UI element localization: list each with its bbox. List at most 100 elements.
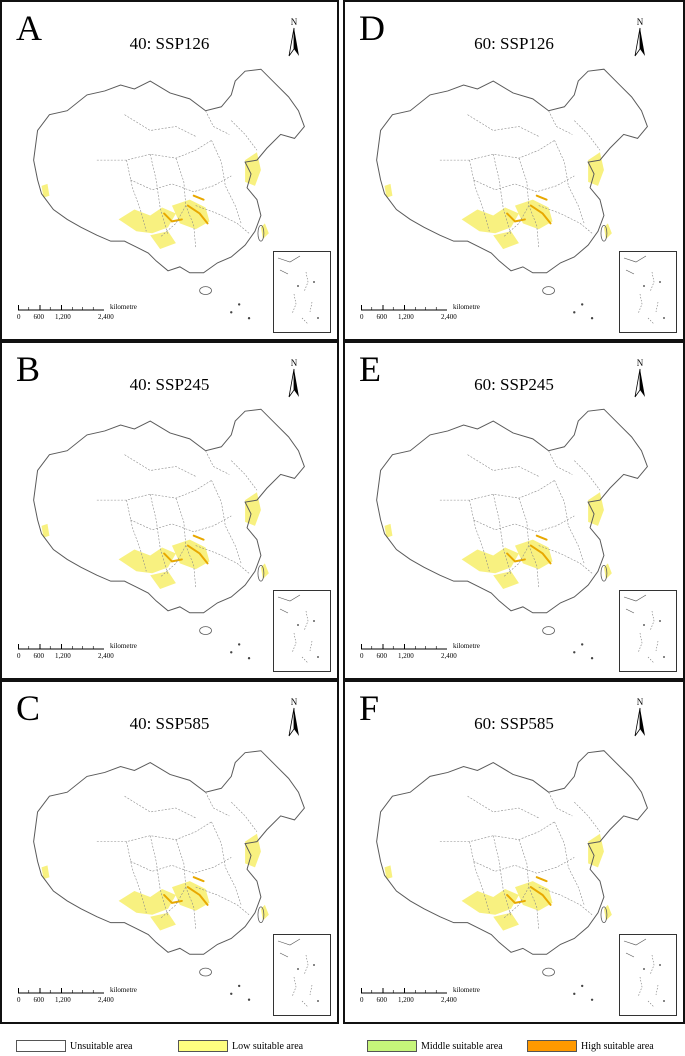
china-outline <box>376 68 648 274</box>
scale-bar: 0 600 1,200 2,400 kilometre <box>360 642 501 664</box>
island-dot <box>590 317 594 320</box>
taiwan-island <box>257 906 265 924</box>
province-boundary <box>574 801 601 832</box>
province-boundary <box>469 500 490 572</box>
scale-tick-label: 0 <box>360 996 364 1004</box>
low-suitable-patch <box>588 833 604 868</box>
low-suitable-patch <box>150 912 176 931</box>
legend-item-low: Low suitable area <box>178 1039 303 1053</box>
scale-tick-label: 2,400 <box>98 313 114 321</box>
taiwan-island <box>257 224 265 242</box>
scale-tick-label: 2,400 <box>441 996 457 1004</box>
scale-tick-label: 600 <box>376 313 388 321</box>
scale-unit-label: kilometre <box>110 303 137 311</box>
island-dot <box>573 311 576 314</box>
legend-label: High suitable area <box>581 1040 654 1052</box>
low-suitable-patch <box>588 492 604 526</box>
low-suitable-patch <box>118 547 176 574</box>
north-label: N <box>291 697 298 707</box>
province-boundary <box>574 120 601 151</box>
province-boundary <box>126 841 147 913</box>
province-boundary <box>439 821 555 842</box>
map-panel-b: B 40: SSP245 N 0 600 1,200 2,400 kilometre <box>0 341 339 680</box>
island-dot <box>581 643 584 646</box>
high-suitable-patch <box>535 194 548 201</box>
island-dot <box>230 311 233 314</box>
high-suitable-patch <box>192 876 205 883</box>
low-suitable-patch <box>493 571 519 590</box>
north-arrow-icon: N <box>629 696 651 740</box>
province-boundary <box>439 140 555 161</box>
map-panel-d: D 60: SSP126 N 0 600 1,200 2,400 kilometre <box>343 0 685 341</box>
panel-title: 40: SSP585 <box>129 714 210 733</box>
island-dot <box>237 984 241 988</box>
province-boundary <box>548 450 573 475</box>
province-boundary <box>467 795 539 819</box>
high-suitable-patch <box>506 212 526 223</box>
panel-title: 60: SSP585 <box>474 714 554 733</box>
taiwan-island <box>600 224 608 242</box>
low-suitable-patch <box>41 865 50 880</box>
low-suitable-patch <box>493 231 519 250</box>
island-dot <box>237 303 241 306</box>
high-suitable-patch <box>186 544 209 565</box>
hainan-island <box>199 967 212 977</box>
china-outline <box>33 68 305 274</box>
island-dot <box>247 657 251 660</box>
china-map <box>376 750 648 1001</box>
province-boundary <box>554 821 585 905</box>
province-boundary <box>548 792 573 817</box>
low-suitable-patch <box>514 539 553 570</box>
north-arrow-icon: N <box>283 696 305 740</box>
panel-letter: E <box>359 349 381 389</box>
province-boundary <box>205 792 230 817</box>
low-suitable-patch <box>384 865 393 880</box>
legend-swatch <box>367 1040 417 1052</box>
scale-tick-label: 0 <box>360 313 364 321</box>
high-suitable-patch <box>506 552 526 563</box>
province-boundary <box>467 454 539 477</box>
south-china-sea-inset <box>273 590 331 672</box>
high-suitable-patch <box>186 204 209 225</box>
legend-label: Unsuitable area <box>70 1040 133 1052</box>
province-boundary <box>473 515 575 533</box>
scale-tick-label: 600 <box>33 313 45 321</box>
island-dot <box>581 303 584 306</box>
south-china-sea-inset <box>273 251 331 333</box>
low-suitable-patch <box>118 207 176 234</box>
scale-tick-label: 1,200 <box>55 313 71 321</box>
low-suitable-patch <box>245 152 261 186</box>
taiwan-island <box>257 564 265 582</box>
panel-letter: B <box>16 349 41 389</box>
high-suitable-patch <box>529 544 552 565</box>
china-map <box>33 408 305 660</box>
province-boundary <box>439 480 555 501</box>
high-suitable-patch <box>186 886 209 906</box>
province-boundary <box>124 454 196 477</box>
province-boundary <box>96 480 212 501</box>
province-boundary <box>554 480 585 564</box>
island-dot <box>590 657 594 660</box>
scale-tick-label: 1,200 <box>398 313 414 321</box>
province-boundary <box>467 114 539 137</box>
low-suitable-patch <box>41 183 50 198</box>
scale-tick-label: 0 <box>17 652 21 660</box>
province-boundary <box>548 110 573 135</box>
north-arrow-icon: N <box>283 357 305 401</box>
north-label: N <box>637 697 644 707</box>
province-boundary <box>538 886 593 915</box>
scale-bar: 0 600 1,200 2,400 kilometre <box>360 303 501 325</box>
south-china-sea-inset <box>619 590 677 672</box>
province-boundary <box>231 460 258 491</box>
low-suitable-patch <box>384 523 393 538</box>
south-china-sea-inset <box>619 934 677 1016</box>
high-suitable-patch <box>506 894 526 904</box>
panel-title: 60: SSP126 <box>474 34 554 53</box>
scale-unit-label: kilometre <box>453 642 480 650</box>
scale-bar: 0 600 1,200 2,400 kilometre <box>17 642 158 664</box>
low-suitable-patch <box>171 539 210 570</box>
low-suitable-patch <box>171 199 210 230</box>
province-boundary <box>205 110 230 135</box>
province-boundary <box>469 160 490 232</box>
low-suitable-patch <box>514 881 553 911</box>
